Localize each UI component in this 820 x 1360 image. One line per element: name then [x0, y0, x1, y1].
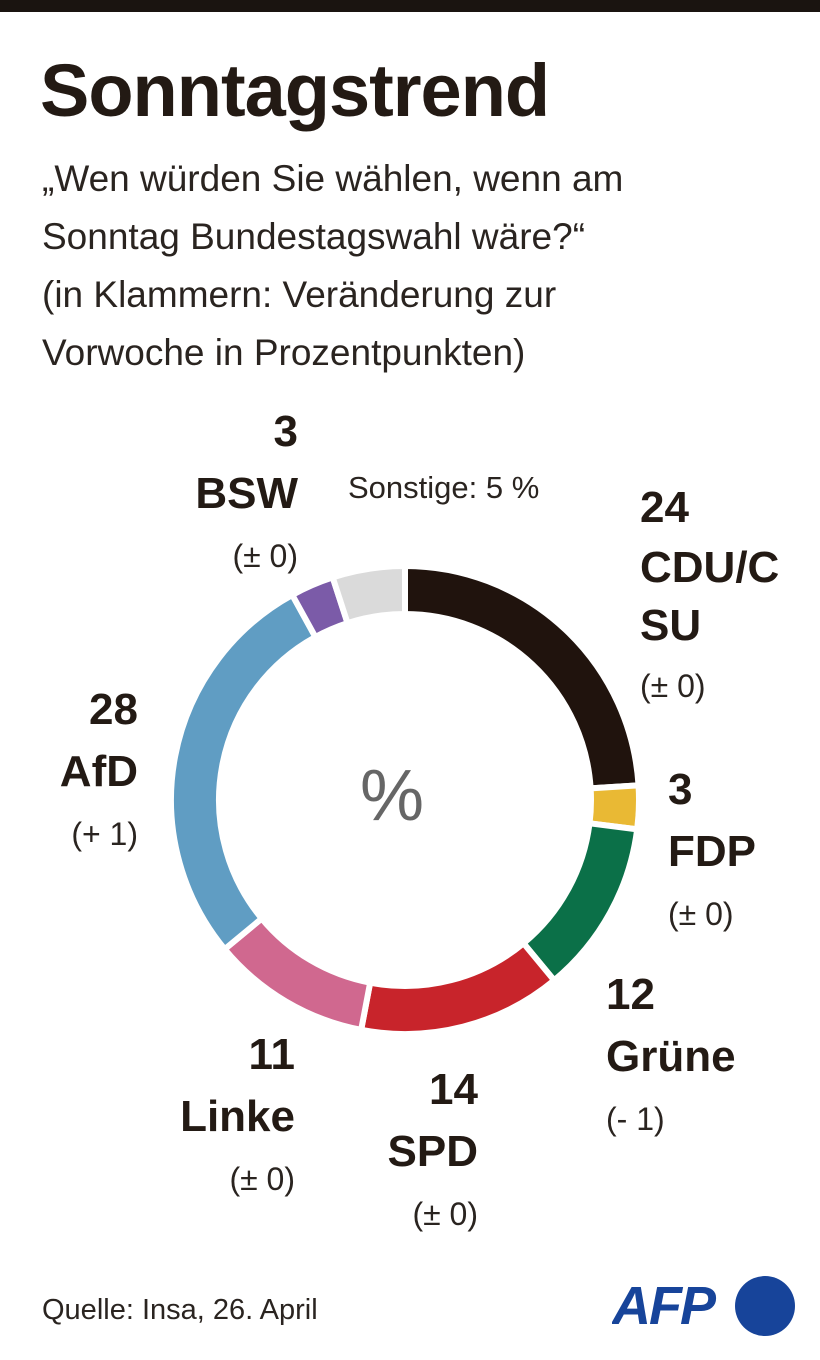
subtitle-line: Sonntag Bundestagswahl wäre?“ — [42, 216, 586, 257]
party-label: SPD — [387, 1127, 478, 1176]
party-label: FDP — [668, 827, 756, 876]
label-fdp: 3 FDP (± 0) — [668, 759, 756, 945]
label-cdu-csu: 24 CDU/CSU (± 0) — [640, 477, 780, 717]
value-label: 14 — [429, 1065, 478, 1114]
label-afd: 28 AfD (+ 1) — [60, 679, 138, 865]
subtitle-line: Vorwoche in Prozentpunkten) — [42, 332, 526, 373]
change-label: (± 0) — [232, 538, 298, 574]
chart-subtitle: „Wen würden Sie wählen, wenn am Sonntag … — [42, 150, 623, 382]
svg-text:AFP: AFP — [612, 1276, 717, 1336]
value-label: 11 — [248, 1030, 295, 1079]
segment-grüne — [519, 819, 641, 985]
chart-title: Sonntagstrend — [40, 49, 550, 132]
party-label: CDU/CSU — [640, 543, 780, 650]
value-label: 12 — [606, 970, 655, 1019]
change-label: (± 0) — [229, 1161, 295, 1197]
segment-cdu-csu — [402, 562, 642, 792]
label-spd: 14 SPD (± 0) — [388, 1059, 478, 1245]
label-linke: 11 Linke (± 0) — [180, 1024, 295, 1210]
party-label: AfD — [59, 747, 138, 796]
subtitle-line: „Wen würden Sie wählen, wenn am — [42, 158, 624, 199]
afp-logo-circle — [735, 1276, 795, 1336]
change-label: (± 0) — [412, 1196, 478, 1232]
value-label: 3 — [668, 765, 693, 814]
change-label: (- 1) — [606, 1101, 665, 1137]
party-label: Grüne — [606, 1032, 736, 1081]
change-label: (+ 1) — [71, 816, 138, 852]
source-note: Quelle: Insa, 26. April — [42, 1294, 318, 1326]
value-label: 24 — [640, 483, 689, 532]
subtitle-line: (in Klammern: Veränderung zur — [42, 274, 557, 315]
segment-spd — [357, 939, 559, 1037]
segment-linke — [220, 914, 374, 1034]
label-bsw: 3 BSW (± 0) — [195, 401, 298, 587]
party-label: BSW — [195, 469, 298, 518]
center-label: % — [360, 756, 425, 836]
value-label: 28 — [89, 685, 138, 734]
afp-logo: AFP — [612, 1276, 795, 1336]
value-label: 3 — [273, 407, 298, 456]
party-label: Linke — [180, 1092, 295, 1141]
change-label: (± 0) — [668, 896, 734, 932]
segment-sonstige — [328, 562, 408, 627]
label-sonstige: Sonstige: 5 % — [348, 470, 540, 505]
change-label: (± 0) — [640, 668, 706, 704]
segment-afd — [168, 590, 320, 954]
top-bar — [0, 0, 820, 12]
label-gruene: 12 Grüne (- 1) — [606, 964, 736, 1150]
